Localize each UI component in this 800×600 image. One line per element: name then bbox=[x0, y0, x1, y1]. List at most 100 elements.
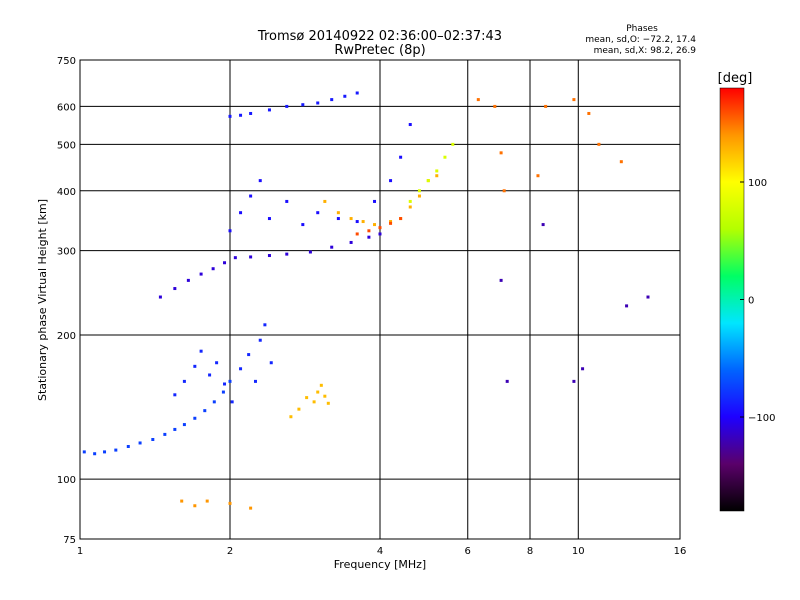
data-point bbox=[193, 364, 197, 368]
data-point bbox=[625, 304, 629, 308]
data-point bbox=[253, 379, 257, 383]
data-point bbox=[435, 169, 439, 173]
data-point bbox=[93, 452, 97, 456]
data-point bbox=[258, 338, 262, 342]
data-point bbox=[211, 267, 215, 271]
data-point bbox=[263, 323, 267, 327]
data-point bbox=[499, 278, 503, 282]
data-point bbox=[373, 223, 377, 227]
data-point bbox=[408, 205, 412, 209]
y-tick-label: 750 bbox=[57, 56, 76, 67]
data-point bbox=[193, 416, 197, 420]
x-tick-label: 1 bbox=[77, 546, 83, 557]
y-tick-label: 200 bbox=[57, 331, 76, 342]
data-point bbox=[499, 151, 503, 155]
plot-frame bbox=[79, 59, 681, 540]
data-point bbox=[249, 506, 253, 510]
data-point bbox=[163, 432, 167, 436]
data-point bbox=[502, 189, 506, 193]
data-point bbox=[355, 91, 359, 95]
data-point bbox=[536, 174, 540, 178]
data-point bbox=[451, 142, 455, 146]
data-point bbox=[285, 104, 289, 108]
data-point bbox=[330, 98, 334, 102]
x-axis-ticks: 1 2 4 6 8 10 16 bbox=[77, 546, 687, 557]
data-point bbox=[269, 361, 273, 365]
data-point bbox=[239, 113, 243, 117]
data-point bbox=[228, 229, 232, 233]
data-point bbox=[355, 232, 359, 236]
data-point bbox=[223, 382, 227, 386]
data-point bbox=[378, 232, 382, 236]
data-points bbox=[82, 91, 650, 510]
data-point bbox=[180, 499, 184, 503]
x-tick-label: 16 bbox=[674, 546, 687, 557]
x-tick-label: 2 bbox=[227, 546, 233, 557]
data-point bbox=[205, 499, 209, 503]
data-point bbox=[173, 427, 177, 431]
y-tick-label: 500 bbox=[57, 140, 76, 151]
data-point bbox=[173, 393, 177, 397]
data-point bbox=[297, 407, 301, 411]
data-point bbox=[316, 101, 320, 105]
data-point bbox=[285, 199, 289, 203]
y-tick-label: 100 bbox=[57, 475, 76, 486]
data-point bbox=[223, 261, 227, 265]
stats-heading: Phases bbox=[626, 24, 658, 34]
data-point bbox=[349, 240, 353, 244]
data-point bbox=[267, 254, 271, 258]
colorbar-ticks: 100 0 −100 bbox=[740, 178, 775, 424]
data-point bbox=[373, 199, 377, 203]
y-tick-label: 300 bbox=[57, 247, 76, 258]
data-point bbox=[389, 179, 393, 183]
data-point bbox=[228, 379, 232, 383]
x-tick-label: 4 bbox=[377, 546, 383, 557]
x-tick-label: 10 bbox=[572, 546, 585, 557]
data-point bbox=[378, 226, 382, 230]
data-point bbox=[212, 400, 216, 404]
colorbar-label: [deg] bbox=[718, 71, 753, 86]
x-axis-label: Frequency [MHz] bbox=[334, 558, 426, 571]
data-point bbox=[389, 221, 393, 225]
data-point bbox=[355, 220, 359, 224]
y-axis-ticks: 75 100 200 300 400 500 600 750 bbox=[57, 56, 76, 546]
data-point bbox=[249, 194, 253, 198]
data-point bbox=[239, 211, 243, 215]
data-point bbox=[230, 400, 234, 404]
data-point bbox=[505, 379, 509, 383]
chart-title: Tromsø 20140922 02:36:00–02:37:43 bbox=[257, 29, 502, 44]
data-point bbox=[646, 295, 650, 299]
data-point bbox=[361, 220, 365, 224]
data-point bbox=[343, 94, 347, 98]
data-point bbox=[215, 361, 219, 365]
data-point bbox=[367, 235, 371, 239]
data-point bbox=[326, 401, 330, 405]
data-point bbox=[258, 179, 262, 183]
colorbar-tick-label: 0 bbox=[748, 296, 754, 307]
data-point bbox=[336, 211, 340, 215]
data-point bbox=[389, 220, 393, 224]
data-point bbox=[82, 450, 86, 454]
data-point bbox=[493, 104, 497, 108]
data-point bbox=[228, 501, 232, 505]
data-point bbox=[267, 108, 271, 112]
data-point bbox=[323, 394, 327, 398]
y-tick-label: 600 bbox=[57, 102, 76, 113]
data-point bbox=[408, 199, 412, 203]
data-point bbox=[581, 367, 585, 371]
data-point bbox=[417, 194, 421, 198]
data-point bbox=[289, 415, 293, 419]
data-point bbox=[336, 217, 340, 221]
data-point bbox=[399, 155, 403, 159]
data-point bbox=[249, 255, 253, 259]
x-tick-label: 6 bbox=[465, 546, 471, 557]
stats-x-line: mean, sd,X: 98.2, 26.9 bbox=[594, 46, 697, 56]
data-point bbox=[323, 199, 327, 203]
data-point bbox=[349, 217, 353, 221]
data-point bbox=[182, 379, 186, 383]
data-point bbox=[435, 174, 439, 178]
data-point bbox=[228, 114, 232, 118]
data-point bbox=[182, 423, 186, 427]
data-point bbox=[417, 189, 421, 193]
